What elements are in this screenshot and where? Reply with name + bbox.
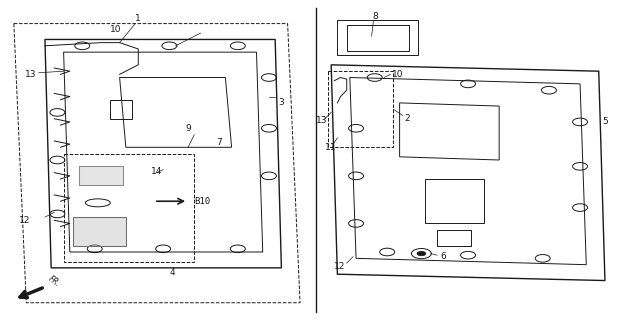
Text: 12: 12 — [334, 262, 346, 271]
Text: 6: 6 — [440, 252, 446, 261]
Polygon shape — [79, 166, 122, 185]
Text: 14: 14 — [151, 167, 162, 176]
Text: 3: 3 — [278, 99, 284, 108]
Text: 13: 13 — [316, 116, 327, 125]
Text: 12: 12 — [19, 216, 30, 225]
Text: 7: 7 — [216, 138, 222, 147]
Text: FR.: FR. — [46, 274, 61, 288]
Text: B10: B10 — [194, 197, 211, 206]
Circle shape — [417, 252, 426, 256]
Text: 8: 8 — [372, 12, 378, 21]
Text: 2: 2 — [404, 114, 410, 123]
Polygon shape — [73, 217, 126, 246]
Text: 4: 4 — [169, 268, 175, 277]
Text: 9: 9 — [185, 124, 191, 133]
Text: 5: 5 — [602, 117, 608, 126]
Text: 1: 1 — [135, 14, 141, 23]
Text: 11: 11 — [325, 143, 336, 152]
Text: 13: 13 — [25, 70, 36, 79]
Text: 10: 10 — [392, 70, 404, 79]
Text: 10: 10 — [110, 25, 122, 35]
